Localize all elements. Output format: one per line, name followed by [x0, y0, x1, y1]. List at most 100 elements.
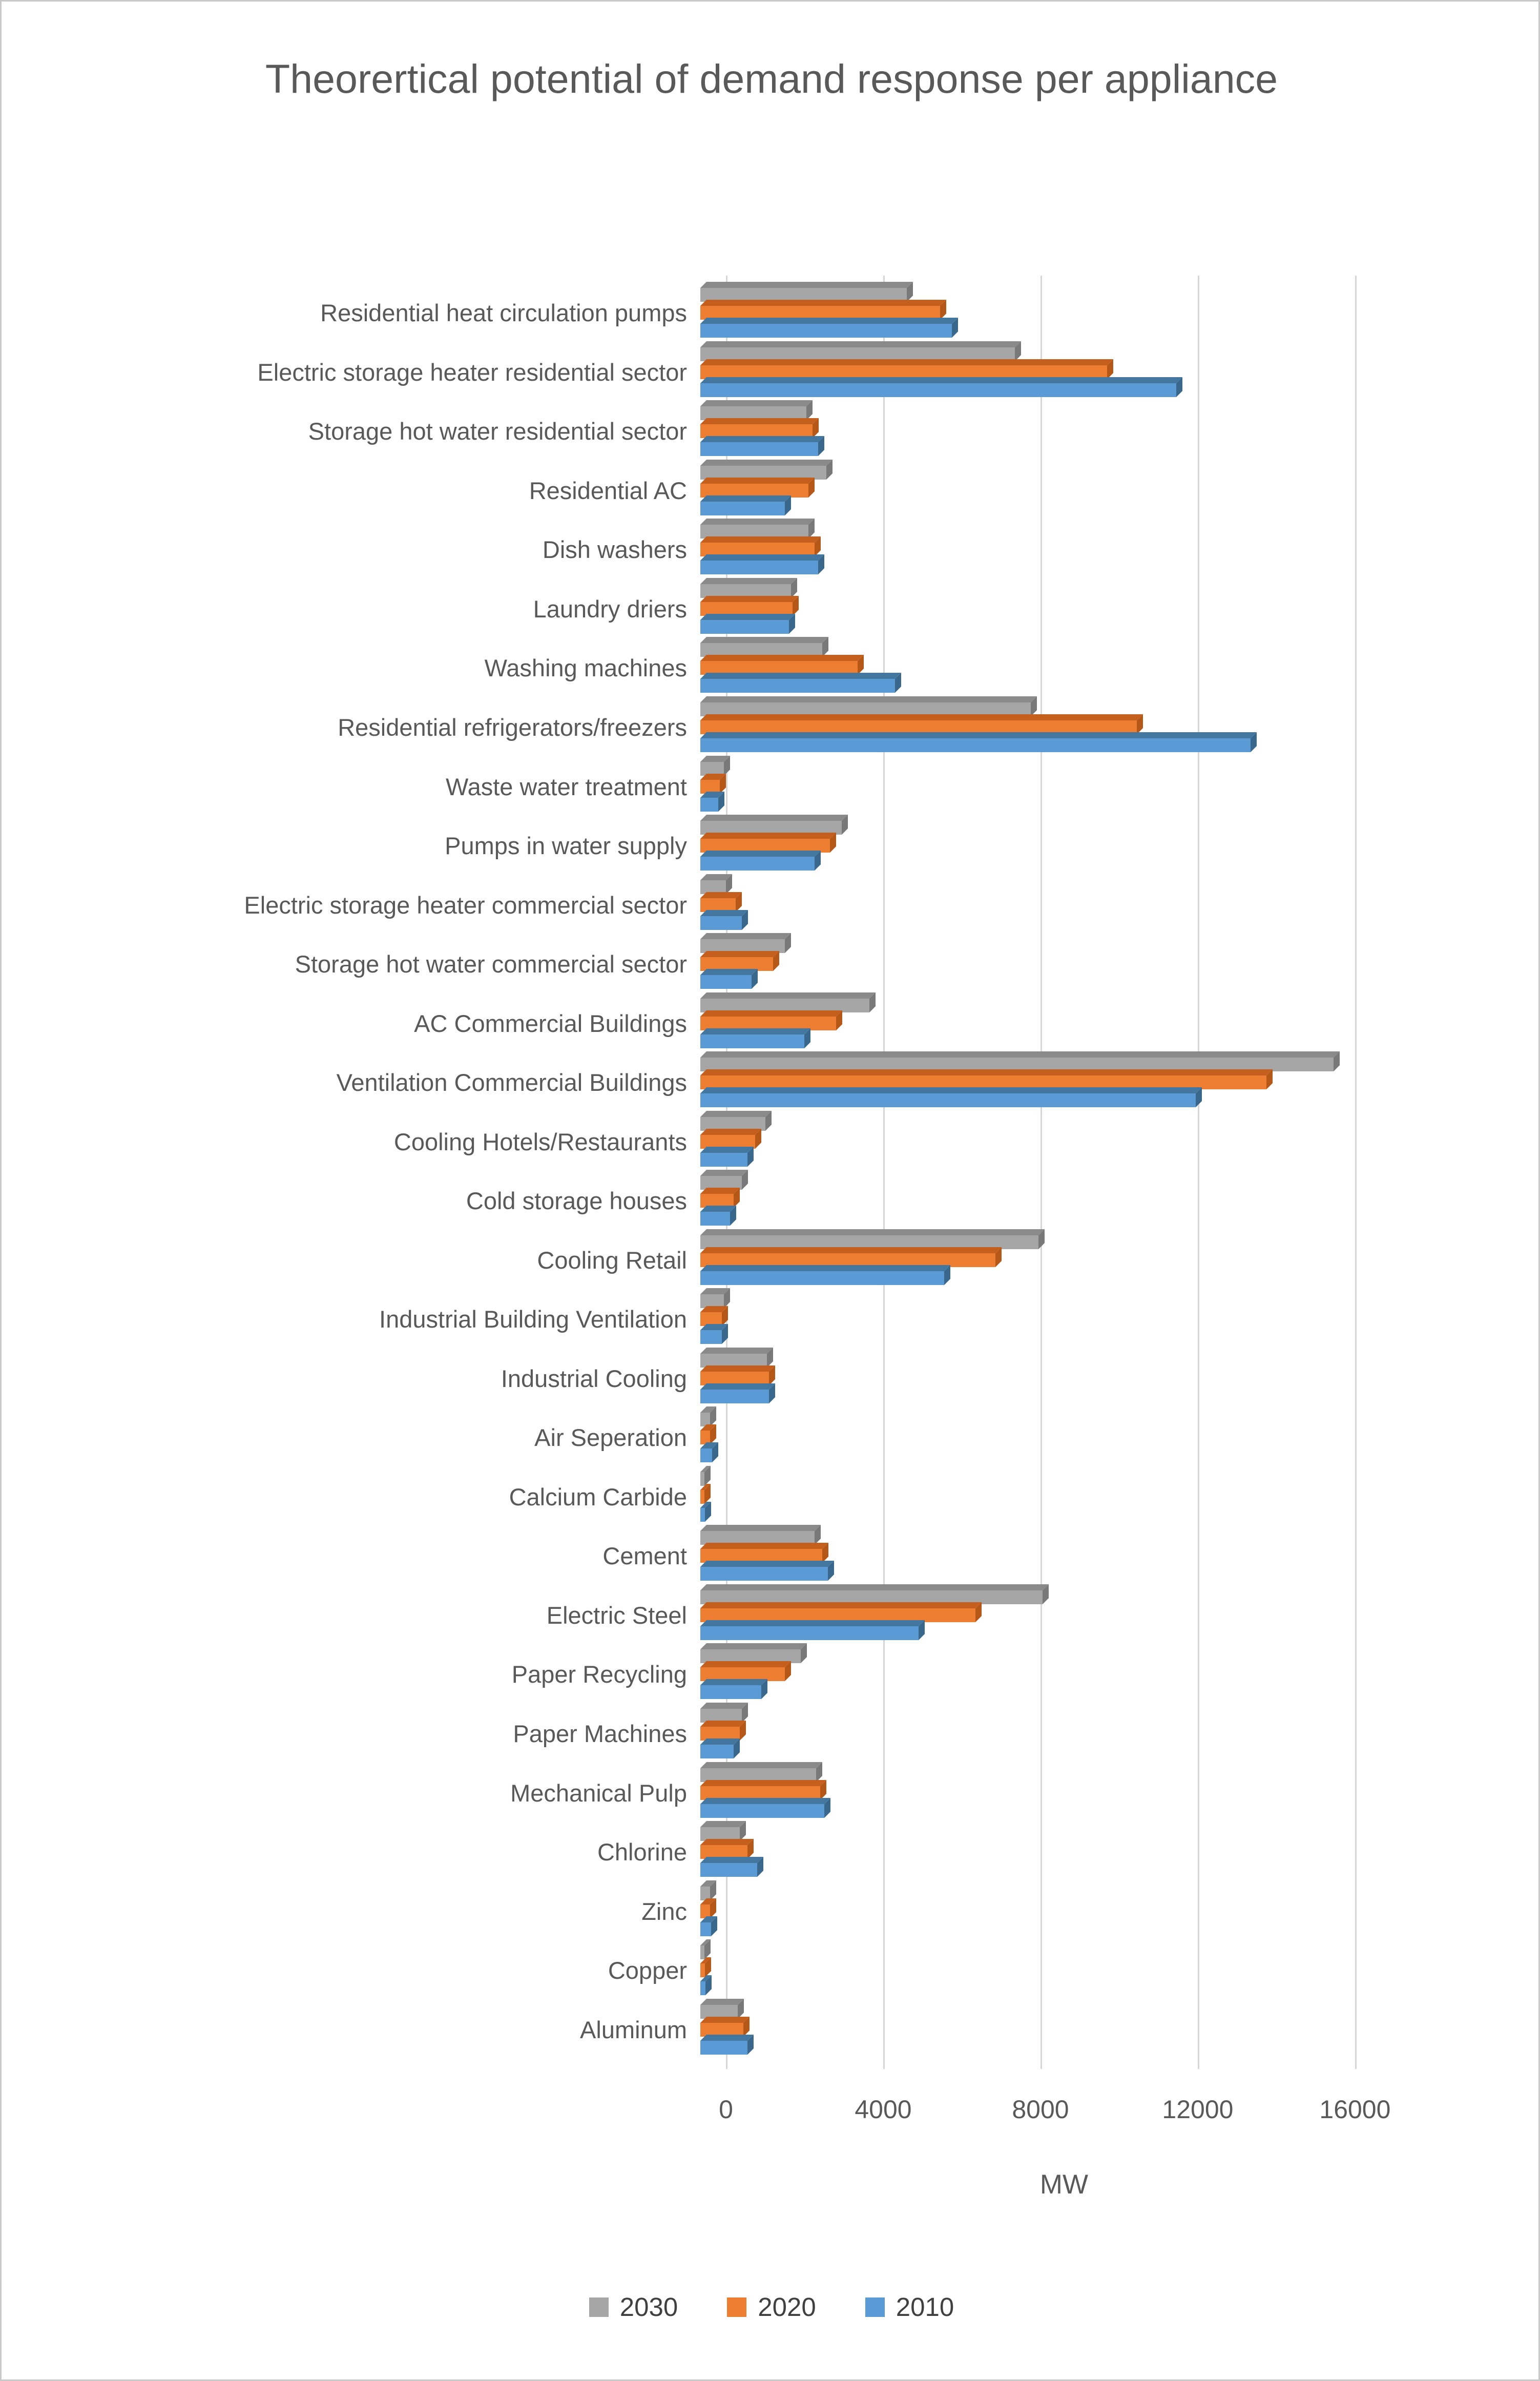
x-axis-label: MW	[1039, 2169, 1089, 2200]
category-label: Pumps in water supply	[445, 832, 687, 860]
gridline-4000	[883, 276, 885, 2069]
category-row: Calcium Carbide	[2, 1467, 1538, 1527]
category-row: AC Commercial Buildings	[2, 993, 1538, 1053]
bar-2010	[700, 1330, 722, 1344]
category-label: Washing machines	[484, 654, 687, 682]
category-label: Cooling Hotels/Restaurants	[393, 1128, 687, 1155]
bar-2030	[700, 1472, 704, 1486]
bar-2010	[700, 1567, 828, 1581]
bar-2010	[700, 1863, 758, 1877]
category-label: Industrial Building Ventilation	[379, 1306, 687, 1333]
bar-group	[700, 1233, 1538, 1287]
legend-swatch-2030	[589, 2297, 609, 2317]
bar-2010	[700, 738, 1251, 752]
bar-group	[700, 1588, 1538, 1642]
category-label: Cold storage houses	[466, 1187, 687, 1215]
bar-2010	[700, 1922, 712, 1936]
bar-group	[700, 641, 1538, 695]
category-label: Mechanical Pulp	[510, 1779, 687, 1807]
category-row: Cooling Hotels/Restaurants	[2, 1112, 1538, 1171]
legend-swatch-2020	[727, 2297, 747, 2317]
category-row: Chlorine	[2, 1823, 1538, 1882]
bar-2010	[700, 857, 815, 871]
bar-2010	[700, 442, 819, 457]
bar-2030	[700, 1413, 711, 1427]
legend-label: 2010	[896, 2292, 954, 2322]
category-label: Dish washers	[542, 536, 687, 564]
gridline-12000	[1197, 276, 1199, 2069]
category-row: Laundry driers	[2, 579, 1538, 639]
bar-group	[700, 1292, 1538, 1346]
category-label: Storage hot water residential sector	[308, 418, 687, 445]
category-row: Copper	[2, 1941, 1538, 2000]
category-label: Air Seperation	[534, 1424, 687, 1452]
category-row: Cold storage houses	[2, 1171, 1538, 1231]
bar-2010	[700, 1093, 1196, 1108]
category-row: Residential heat circulation pumps	[2, 283, 1538, 343]
category-label: Residential heat circulation pumps	[320, 299, 687, 327]
bar-group	[700, 760, 1538, 814]
category-row: Paper Machines	[2, 1704, 1538, 1764]
category-row: Electric storage heater commercial secto…	[2, 875, 1538, 935]
x-tick: 12000	[1162, 2095, 1234, 2124]
category-label: Cement	[602, 1542, 687, 1570]
bar-2010	[700, 619, 789, 634]
bar-2010	[700, 679, 895, 693]
bar-2010	[700, 2040, 748, 2055]
bar-2010	[700, 1034, 805, 1048]
bar-2010	[700, 1745, 734, 1759]
category-row: Storage hot water commercial sector	[2, 935, 1538, 994]
category-row: Paper Recycling	[2, 1645, 1538, 1704]
bar-group	[700, 1411, 1538, 1464]
category-label: Residential AC	[529, 477, 687, 504]
bar-2010	[700, 1507, 705, 1522]
bar-group	[700, 700, 1538, 754]
category-label: Electric Steel	[546, 1601, 687, 1629]
bar-group	[700, 997, 1538, 1050]
bar-2020	[700, 1904, 711, 1918]
category-row: Dish washers	[2, 520, 1538, 579]
bar-2010	[700, 1389, 769, 1403]
category-row: Mechanical Pulp	[2, 1763, 1538, 1823]
category-label: Electric storage heater residential sect…	[257, 358, 687, 386]
bar-group	[700, 464, 1538, 517]
category-label: Aluminum	[580, 2016, 687, 2043]
bar-2010	[700, 797, 718, 812]
category-label: Calcium Carbide	[509, 1483, 687, 1510]
category-label: Electric storage heater commercial secto…	[244, 891, 687, 919]
bar-group	[700, 286, 1538, 340]
bar-group	[700, 1885, 1538, 1938]
category-row: Ventilation Commercial Buildings	[2, 1053, 1538, 1112]
category-label: Storage hot water commercial sector	[295, 950, 687, 978]
bar-2010	[700, 1271, 944, 1285]
bar-group	[700, 582, 1538, 636]
legend-label: 2020	[758, 2292, 816, 2322]
category-row: Electric storage heater residential sect…	[2, 343, 1538, 402]
chart-title: Theorertical potential of demand respons…	[265, 56, 1278, 101]
category-label: Chlorine	[597, 1838, 687, 1866]
x-tick: 8000	[1012, 2095, 1069, 2124]
legend-item-2030: 2030	[589, 2292, 678, 2322]
bar-rows: Residential heat circulation pumps Electr…	[2, 283, 1538, 2059]
bar-group	[700, 1647, 1538, 1701]
bar-2010	[700, 501, 785, 515]
bar-group	[700, 1707, 1538, 1761]
category-label: Paper Machines	[513, 1720, 687, 1748]
bar-group	[700, 345, 1538, 399]
category-row: Storage hot water residential sector	[2, 402, 1538, 461]
legend: 2030 2020 2010	[2, 2292, 1538, 2322]
bar-group	[700, 1174, 1538, 1228]
category-row: Washing machines	[2, 638, 1538, 698]
bar-2020	[700, 1963, 705, 1978]
category-label: AC Commercial Buildings	[414, 1009, 687, 1037]
bar-2020	[700, 1489, 704, 1504]
bar-group	[700, 2003, 1538, 2057]
bar-group	[700, 404, 1538, 458]
bar-group	[700, 1766, 1538, 1820]
category-label: Industrial Cooling	[501, 1364, 687, 1392]
legend-item-2020: 2020	[727, 2292, 816, 2322]
category-row: Zinc	[2, 1881, 1538, 1941]
bar-2010	[700, 1212, 730, 1226]
category-row: Electric Steel	[2, 1586, 1538, 1645]
